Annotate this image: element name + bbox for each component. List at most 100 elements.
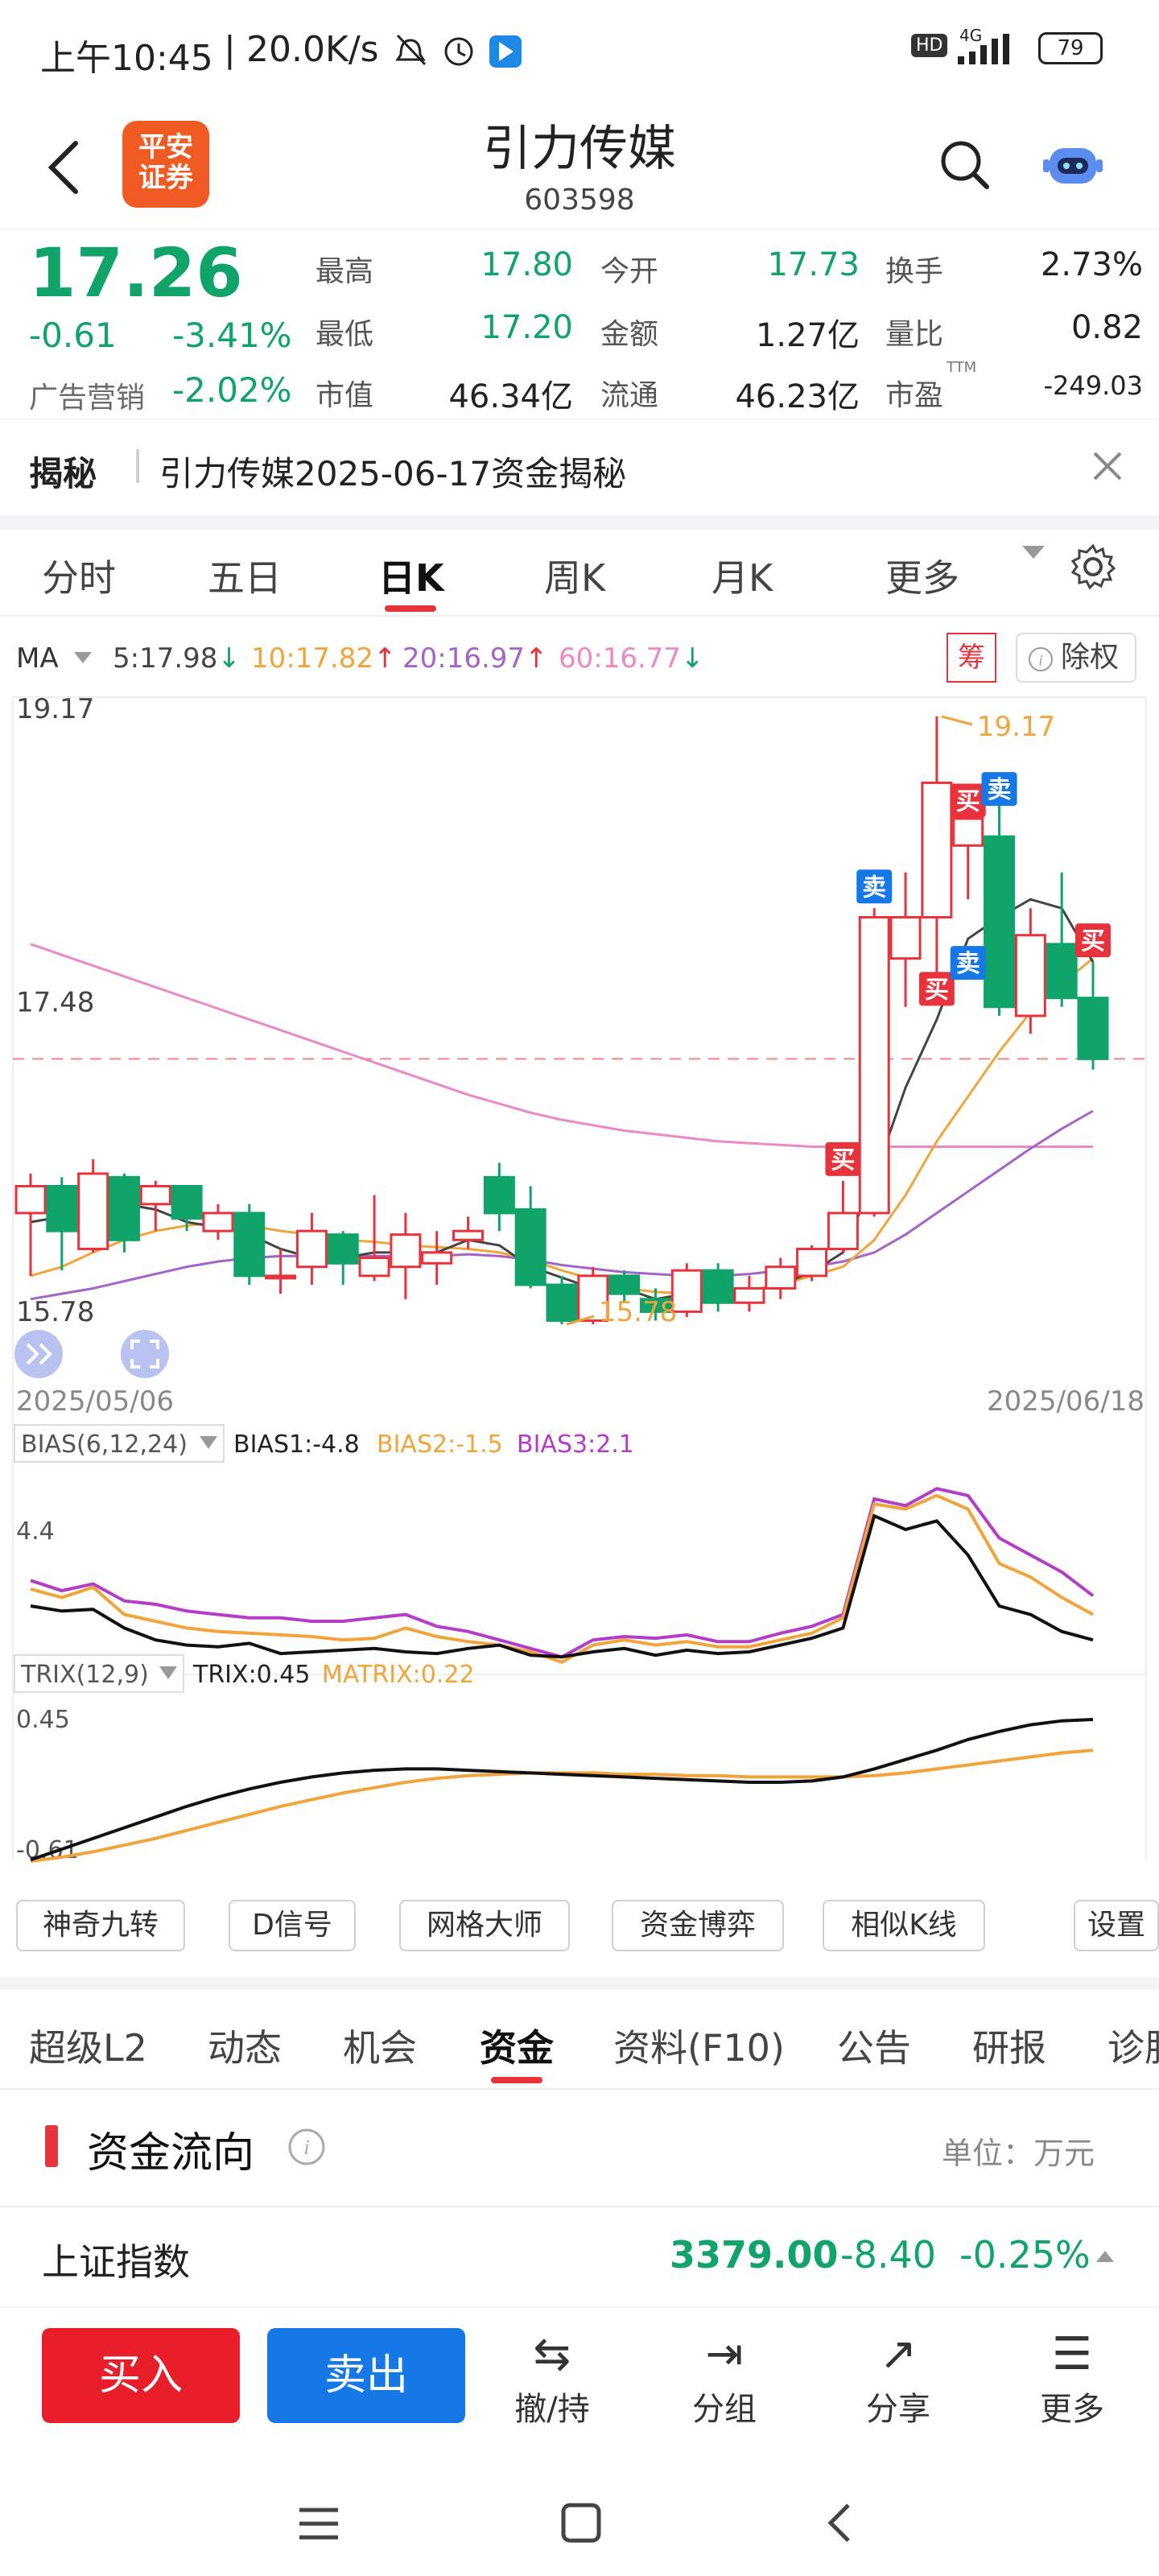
status-divider: | (224, 29, 236, 70)
mute-icon (395, 34, 427, 66)
indicator-tool-chip[interactable]: 网格大师 (399, 1900, 570, 1951)
kline-chart[interactable]: 19.1717.4815.7819.1715.78买卖买买卖卖买2025/05/… (0, 620, 1159, 1884)
kline-tab[interactable]: 周K (544, 556, 606, 600)
trix-value: TRIX:0.45 (192, 1661, 310, 1689)
candle-body (608, 1274, 641, 1295)
info-tab[interactable]: 诊股 (1107, 2026, 1159, 2070)
candle-body (889, 915, 922, 960)
double-chevron-icon (26, 1343, 52, 1365)
tool-label: 分享 (866, 2391, 930, 2428)
sell-button[interactable]: 卖出 (267, 2328, 465, 2423)
adjust-rights-button[interactable]: i 除权 (1016, 633, 1136, 683)
indicator-tool-chip[interactable]: 资金博弈 (612, 1900, 784, 1951)
menu-icon[interactable] (296, 2504, 341, 2544)
quote-label: 最低 (316, 318, 374, 351)
chip-distribution-button[interactable]: 筹 (947, 633, 996, 683)
close-icon[interactable] (1090, 448, 1125, 484)
back-nav-icon[interactable] (818, 2500, 863, 2545)
indicator-tool-chip[interactable]: 相似K线 (823, 1900, 985, 1951)
system-nav-bar (0, 2468, 1159, 2576)
quote-label: 最高 (316, 255, 374, 288)
tool-label: 更多 (1040, 2391, 1104, 2428)
quote-label: 金额 (600, 318, 659, 351)
bias-dropdown-icon (200, 1436, 217, 1449)
network-type: 4G (959, 26, 983, 45)
info-tab[interactable]: 超级L2 (29, 2026, 147, 2070)
sector-name[interactable]: 广告营销 (29, 382, 146, 415)
quote-label: 换手 (885, 255, 944, 288)
capital-flow-title: 资金流向 (87, 2129, 255, 2178)
unit-label: 单位：万元 (942, 2136, 1095, 2171)
help-info-icon[interactable]: i (287, 2127, 327, 2167)
candle-body (984, 835, 1016, 1009)
info-tab[interactable]: 机会 (343, 2026, 417, 2070)
buy-signal-marker (825, 1141, 861, 1176)
dropdown-arrow-icon[interactable] (1017, 535, 1050, 567)
candle-body (483, 1175, 515, 1215)
ma60-line (30, 943, 1093, 1148)
trix-selector (14, 1654, 184, 1693)
ma-dropdown-icon[interactable] (71, 646, 95, 670)
price-axis-label: 19.17 (16, 693, 94, 725)
sell-signal-marker (856, 869, 893, 904)
bias2-value: BIAS2:-1.5 (377, 1430, 503, 1459)
info-tab[interactable]: 公告 (837, 2026, 911, 2070)
indicator-tool-chip[interactable]: 设置 (1074, 1900, 1159, 1951)
back-icon[interactable] (40, 135, 89, 200)
candle-body (858, 915, 890, 1215)
kline-tab[interactable]: 五日 (208, 556, 282, 600)
indicator-tool-chip[interactable]: D信号 (229, 1900, 356, 1951)
info-tab[interactable]: 动态 (208, 2026, 282, 2070)
hd-badge: HD (911, 34, 948, 57)
sell-signal-marker (950, 946, 986, 980)
fullscreen-corners (130, 1340, 159, 1368)
section-marker (45, 2125, 58, 2167)
candle-body (46, 1185, 78, 1232)
ma-label[interactable]: MA (16, 642, 59, 675)
svg-text:i: i (303, 2136, 309, 2159)
quote-value: 17.80 (481, 246, 573, 283)
cancel-hold-button[interactable]: ⇆ 撤/持 (504, 2326, 600, 2429)
candle-body (514, 1208, 547, 1286)
status-bar: 上午10:45 | 20.0K/s HD 4G 79 (0, 0, 1159, 97)
signal-label: 买 (1081, 927, 1105, 956)
candle-body (827, 1212, 859, 1250)
settings-gear-icon[interactable] (1067, 541, 1119, 592)
candle-body (265, 1274, 297, 1280)
notice-divider: | (132, 444, 144, 483)
candle-body (1077, 997, 1109, 1060)
kline-tab[interactable]: 月K (711, 556, 773, 600)
share-button[interactable]: ↗ 分享 (850, 2326, 947, 2429)
info-tab[interactable]: 研报 (972, 2026, 1046, 2070)
price-change-pct: -3.41% (172, 316, 292, 355)
collapse-arrow-icon[interactable] (1093, 2244, 1117, 2268)
index-row[interactable]: 上证指数 3379.00 -8.40 -0.25% (0, 2209, 1159, 2306)
index-change: -8.40 (840, 2233, 937, 2277)
notice-bar[interactable]: 揭秘 | 引力传媒2025-06-17资金揭秘 (0, 419, 1159, 515)
info-tab[interactable]: 资金 (480, 2026, 554, 2070)
group-button[interactable]: ⇥ 分组 (676, 2326, 773, 2429)
ma10-value: 10:17.82↑ (251, 642, 397, 675)
buy-button[interactable]: 买入 (42, 2328, 240, 2423)
kline-tab[interactable]: 更多 (885, 556, 959, 600)
info-tab[interactable]: 资料(F10) (613, 2026, 785, 2070)
indicator-tool-chip[interactable]: 神奇九转 (16, 1900, 185, 1951)
ma60-value: 60:16.77↓ (559, 642, 704, 675)
home-icon[interactable] (559, 2500, 604, 2545)
quote-label: 市盈 (885, 379, 944, 412)
robot-assistant-icon[interactable] (1041, 137, 1106, 193)
group-icon: ⇥ (705, 2328, 744, 2380)
bias-selector (14, 1424, 225, 1463)
share-icon: ↗ (879, 2328, 918, 2380)
bias3-line (30, 1487, 1095, 1659)
signal-label: 卖 (956, 950, 980, 978)
kline-tab[interactable]: 日K (378, 556, 444, 600)
quote-label: 市值 (316, 379, 374, 412)
fullscreen-icon (121, 1330, 169, 1378)
candle-body (796, 1247, 828, 1278)
candle-body (139, 1185, 171, 1206)
kline-tab[interactable]: 分时 (42, 556, 116, 600)
search-icon[interactable] (937, 137, 993, 193)
bias2-line (30, 1493, 1094, 1664)
more-list-button[interactable]: ☰ 更多 (1024, 2326, 1120, 2429)
